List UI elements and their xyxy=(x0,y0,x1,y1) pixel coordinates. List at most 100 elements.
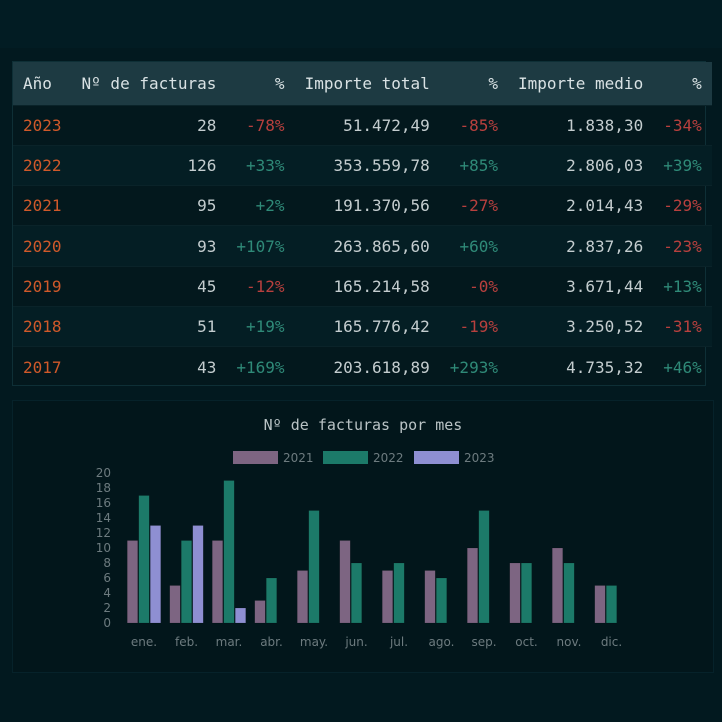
cell-invoice-count: 28 xyxy=(197,115,217,135)
legend-swatch-0[interactable] xyxy=(233,451,278,464)
cell-year: 2023 xyxy=(23,115,62,135)
cell-invoice-count: 126 xyxy=(187,155,217,175)
header-year[interactable]: Año xyxy=(23,73,52,93)
cell-average-amount-pct: -29% xyxy=(663,196,702,216)
cell-average-amount: 2.014,43 xyxy=(566,196,644,216)
cell-total-amount-pct: -0% xyxy=(469,276,498,296)
bar-2021-5[interactable] xyxy=(339,540,351,624)
x-tick-label: jul. xyxy=(389,635,408,649)
bar-2022-6[interactable] xyxy=(393,562,405,624)
cell-year: 2022 xyxy=(23,155,62,175)
x-axis: ene. feb. mar. abr. may. jun. jul. ago. sep. oct.… xyxy=(131,635,622,649)
cell-invoice-count-pct: +19% xyxy=(246,317,285,337)
y-tick-label: 12 xyxy=(96,526,111,540)
cell-year: 2020 xyxy=(23,236,62,256)
legend-label-0[interactable]: 2021 xyxy=(283,451,314,465)
cell-invoice-count: 43 xyxy=(197,357,217,377)
table-row: 2023 28 -78% 51.472,49 -85% 1.838,30 -34% xyxy=(13,105,712,145)
legend-label-2[interactable]: 2023 xyxy=(464,451,495,465)
cell-invoice-count-pct: +107% xyxy=(236,236,285,256)
bars xyxy=(127,480,617,624)
header-average-amount[interactable]: Importe medio xyxy=(517,73,644,93)
legend-swatch-2[interactable] xyxy=(414,451,459,464)
x-tick-label: sep. xyxy=(471,635,496,649)
cell-average-amount-pct: -34% xyxy=(663,115,702,135)
cell-average-amount-pct: +39% xyxy=(663,155,702,175)
cell-invoice-count: 93 xyxy=(197,236,217,256)
invoices-summary-table: Año Nº de facturas % Importe total % Imp… xyxy=(13,62,712,387)
cell-average-amount-pct: +13% xyxy=(663,276,702,296)
y-tick-label: 16 xyxy=(96,496,111,510)
cell-total-amount: 353.559,78 xyxy=(333,155,430,175)
x-tick-label: oct. xyxy=(515,635,537,649)
legend-label-1[interactable]: 2022 xyxy=(373,451,404,465)
y-tick-label: 2 xyxy=(103,601,111,615)
x-tick-label: may. xyxy=(300,635,328,649)
bar-2021-4[interactable] xyxy=(297,570,308,624)
x-tick-label: feb. xyxy=(175,635,198,649)
header-invoice-count[interactable]: Nº de facturas xyxy=(81,73,217,93)
bar-2022-11[interactable] xyxy=(606,585,617,624)
bar-2022-8[interactable] xyxy=(478,510,490,624)
cell-total-amount: 203.618,89 xyxy=(333,357,430,377)
bar-2023-2[interactable] xyxy=(235,607,246,624)
header-total-amount-pct[interactable]: % xyxy=(488,73,498,93)
x-tick-label: ago. xyxy=(429,635,455,649)
bar-2021-0[interactable] xyxy=(127,540,138,624)
cell-invoice-count-pct: +2% xyxy=(255,196,285,216)
cell-average-amount-pct: -31% xyxy=(663,317,702,337)
bar-2021-6[interactable] xyxy=(382,570,393,624)
bar-2021-11[interactable] xyxy=(594,585,606,624)
bar-2022-2[interactable] xyxy=(223,480,235,624)
bar-2021-10[interactable] xyxy=(552,547,563,624)
bar-2022-5[interactable] xyxy=(351,562,362,624)
y-tick-label: 0 xyxy=(103,616,111,630)
bar-2022-1[interactable] xyxy=(181,540,192,624)
bar-2023-0[interactable] xyxy=(150,525,161,624)
table-row: 2018 51 +19% 165.776,42 -19% 3.250,52 -31% xyxy=(13,306,712,347)
bar-2021-7[interactable] xyxy=(424,570,436,624)
cell-invoice-count: 45 xyxy=(197,276,217,296)
y-tick-label: 20 xyxy=(96,466,111,480)
bar-2023-1[interactable] xyxy=(192,525,204,624)
cell-invoice-count: 51 xyxy=(197,317,217,337)
bar-2021-8[interactable] xyxy=(467,547,478,624)
table-body: 2023 28 -78% 51.472,49 -85% 1.838,30 -34% 2022 1… xyxy=(13,105,712,387)
cell-total-amount-pct: -19% xyxy=(459,317,498,337)
chart-legend: 2021 2022 2023 xyxy=(233,451,495,465)
header-total-amount[interactable]: Importe total xyxy=(304,73,430,93)
table-header-row: Año Nº de facturas % Importe total % Imp… xyxy=(13,62,712,105)
bar-2022-4[interactable] xyxy=(308,510,320,624)
monthly-invoices-chart: Nº de facturas por mes 2021 2022 2023 0246… xyxy=(96,416,622,649)
cell-year: 2021 xyxy=(23,196,62,216)
x-tick-label: mar. xyxy=(216,635,243,649)
cell-total-amount-pct: -85% xyxy=(459,115,498,135)
bar-2021-3[interactable] xyxy=(254,600,266,624)
table-row: 2019 45 -12% 165.214,58 -0% 3.671,44 +13% xyxy=(13,266,712,306)
bar-2022-3[interactable] xyxy=(266,577,277,624)
x-tick-label: jun. xyxy=(344,635,367,649)
bar-2022-7[interactable] xyxy=(436,577,447,624)
x-tick-label: abr. xyxy=(260,635,283,649)
bar-2022-10[interactable] xyxy=(563,562,575,624)
bar-2021-2[interactable] xyxy=(212,540,223,624)
y-tick-label: 10 xyxy=(96,541,111,555)
header-invoice-count-pct[interactable]: % xyxy=(274,73,285,93)
cell-invoice-count-pct: -78% xyxy=(246,115,285,135)
bar-2021-9[interactable] xyxy=(509,562,521,624)
cell-year: 2019 xyxy=(23,276,62,296)
cell-total-amount: 263.865,60 xyxy=(333,236,430,256)
bar-2022-9[interactable] xyxy=(521,562,532,624)
y-tick-label: 4 xyxy=(103,586,111,600)
bar-2021-1[interactable] xyxy=(169,585,181,624)
top-band xyxy=(0,0,722,48)
cell-total-amount: 51.472,49 xyxy=(343,115,430,135)
invoices-summary-panel: Año Nº de facturas % Importe total % Imp… xyxy=(12,61,712,386)
table-row: 2022 126 +33% 353.559,78 +85% 2.806,03 +39% xyxy=(13,145,712,186)
bar-2022-0[interactable] xyxy=(138,495,150,624)
legend-swatch-1[interactable] xyxy=(323,451,368,464)
table-row: 2021 95 +2% 191.370,56 -27% 2.014,43 -29% xyxy=(13,185,712,226)
header-average-amount-pct[interactable]: % xyxy=(692,73,702,93)
